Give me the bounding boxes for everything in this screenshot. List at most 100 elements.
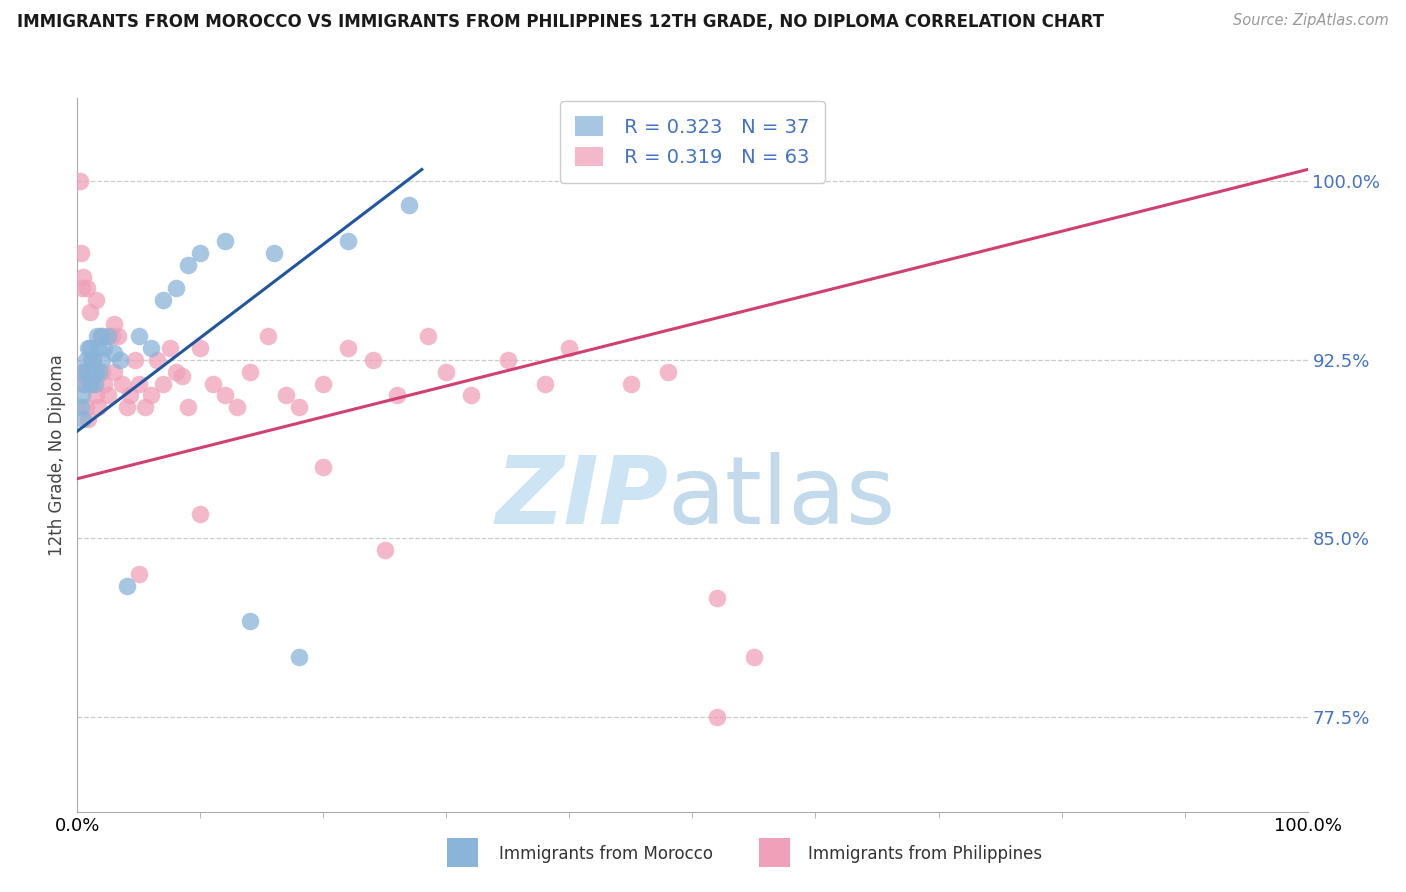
Point (97, 388, 120, 402)
Point (188, 508, 212, 522)
Point (79, 341, 101, 355)
Point (90, 352, 114, 367)
Point (80, 376, 103, 391)
Point (416, 329, 439, 343)
Point (706, 709, 728, 723)
Point (214, 234, 236, 248)
Point (239, 365, 262, 379)
Point (141, 341, 163, 355)
Y-axis label: 12th Grade, No Diploma: 12th Grade, No Diploma (48, 354, 66, 556)
Point (83, 376, 105, 391)
Point (75, 401, 97, 415)
Point (657, 365, 679, 379)
Point (496, 352, 519, 367)
Point (84, 365, 107, 379)
Text: IMMIGRANTS FROM MOROCCO VS IMMIGRANTS FROM PHILIPPINES 12TH GRADE, NO DIPLOMA CO: IMMIGRANTS FROM MOROCCO VS IMMIGRANTS FR… (17, 13, 1104, 31)
Point (214, 388, 236, 402)
Point (558, 341, 581, 355)
Point (337, 341, 360, 355)
Point (77, 341, 100, 355)
Point (72, 365, 94, 379)
Point (101, 329, 124, 343)
Text: Source: ZipAtlas.com: Source: ZipAtlas.com (1233, 13, 1389, 29)
Point (103, 365, 125, 379)
Point (90, 365, 114, 379)
Text: ZIP: ZIP (495, 451, 668, 544)
Point (141, 388, 163, 402)
Point (80, 352, 103, 367)
Point (159, 341, 181, 355)
Point (288, 650, 311, 665)
Point (312, 376, 335, 391)
Point (79, 305, 101, 319)
Point (152, 293, 174, 308)
Point (742, 650, 765, 665)
Point (75, 352, 97, 367)
Point (120, 388, 142, 402)
Point (72, 269, 94, 284)
Point (93, 341, 115, 355)
Text: atlas: atlas (668, 451, 896, 544)
Point (72, 412, 94, 426)
Point (263, 245, 285, 260)
Point (69, 174, 91, 188)
Point (276, 388, 298, 402)
Point (226, 401, 249, 415)
Point (86, 329, 108, 343)
Point (257, 329, 280, 343)
Point (146, 352, 169, 367)
Point (70, 365, 93, 379)
Point (89, 365, 111, 379)
Point (201, 376, 224, 391)
Point (288, 401, 311, 415)
Point (103, 317, 125, 331)
Point (70, 245, 93, 260)
Point (534, 376, 557, 391)
Point (337, 234, 360, 248)
Point (70, 281, 93, 295)
Point (134, 401, 156, 415)
Point (706, 591, 728, 605)
Point (73, 376, 96, 391)
Point (115, 579, 138, 593)
Point (128, 329, 150, 343)
Point (84, 293, 107, 308)
Point (70, 401, 93, 415)
Point (170, 369, 193, 384)
Point (77, 412, 100, 426)
Point (128, 566, 150, 581)
Point (90, 329, 114, 343)
Point (110, 352, 132, 367)
Point (107, 329, 129, 343)
Point (312, 459, 335, 474)
Point (436, 365, 458, 379)
Point (97, 329, 120, 343)
Point (374, 543, 396, 558)
Point (103, 345, 125, 359)
Point (460, 388, 482, 402)
Point (79, 376, 101, 391)
Point (82, 352, 104, 367)
Point (93, 376, 115, 391)
Point (188, 245, 212, 260)
Point (82, 369, 104, 384)
Point (70, 388, 93, 402)
Point (87, 401, 110, 415)
Point (72, 376, 94, 391)
Point (385, 388, 409, 402)
Text: Immigrants from Philippines: Immigrants from Philippines (808, 845, 1043, 863)
Point (620, 376, 643, 391)
Point (115, 401, 138, 415)
Point (111, 376, 132, 391)
Point (84, 388, 107, 402)
Point (177, 258, 200, 272)
Point (165, 281, 187, 295)
Point (239, 615, 262, 629)
Point (152, 376, 174, 391)
Legend:  R = 0.323   N = 37,  R = 0.319   N = 63: R = 0.323 N = 37, R = 0.319 N = 63 (560, 101, 825, 183)
Point (76, 365, 98, 379)
Point (177, 401, 200, 415)
Text: Immigrants from Morocco: Immigrants from Morocco (499, 845, 713, 863)
Point (128, 376, 150, 391)
Point (76, 281, 98, 295)
